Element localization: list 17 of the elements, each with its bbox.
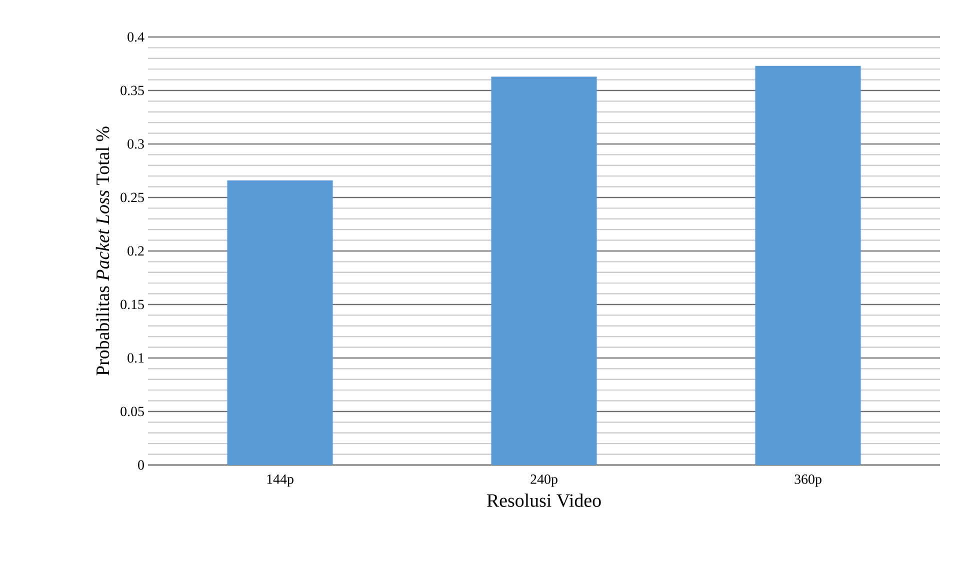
y-tick-label: 0.35 (120, 86, 144, 96)
y-tick-label: 0 (138, 460, 144, 470)
y-tick-label: 0.4 (128, 32, 144, 42)
x-axis-title: Resolusi Video (487, 494, 601, 508)
bar (227, 180, 333, 465)
x-tick-label: 240p (530, 474, 558, 487)
y-tick-label: 0.1 (128, 353, 144, 363)
bar (755, 66, 861, 465)
y-tick-label: 0.3 (128, 139, 144, 149)
y-axis-title: Probabilitas Packet Loss Total % (96, 126, 110, 376)
y-tick-label: 0.25 (120, 192, 144, 202)
x-tick-label: 360p (794, 474, 822, 487)
y-tick-label: 0.2 (128, 246, 144, 256)
y-tick-label: 0.15 (120, 300, 144, 310)
y-tick-label: 0.05 (120, 406, 144, 416)
x-tick-label: 144p (267, 474, 294, 487)
bar (491, 76, 597, 465)
